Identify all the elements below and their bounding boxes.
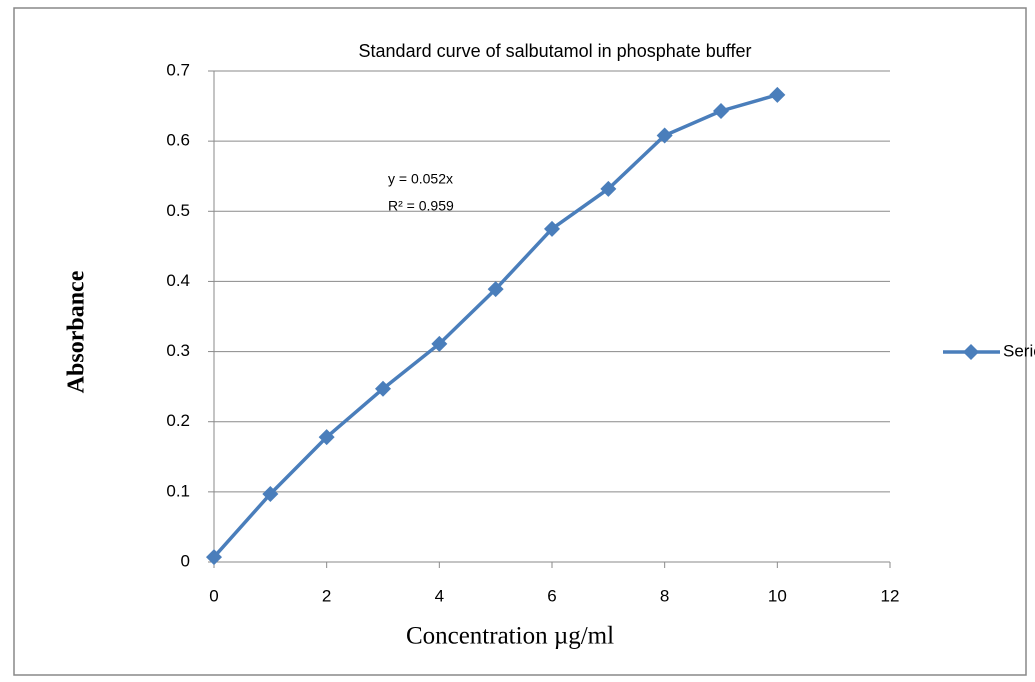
marker xyxy=(544,220,560,237)
chart-title: Standard curve of salbutamol in phosphat… xyxy=(359,41,752,61)
marker xyxy=(262,485,279,502)
x-tick-label: 4 xyxy=(435,586,444,605)
y-tick-label: 0.1 xyxy=(166,481,190,500)
y-tick-label: 0.6 xyxy=(166,131,190,150)
y-tick-label: 0.5 xyxy=(166,201,190,220)
x-axis-label: Concentration µg/ml xyxy=(406,623,614,650)
annotation: R² = 0.959 xyxy=(388,198,454,214)
marker xyxy=(375,380,391,397)
marker xyxy=(656,127,673,144)
y-tick-label: 0 xyxy=(181,551,190,570)
legend-label: Series1 xyxy=(1003,341,1035,360)
legend-marker xyxy=(963,344,979,360)
annotation-box xyxy=(378,168,490,222)
y-axis-label: Absorbance xyxy=(64,270,90,393)
y-tick-label: 0.4 xyxy=(166,271,190,290)
y-tick-label: 0.3 xyxy=(166,341,190,360)
marker xyxy=(206,549,222,566)
marker xyxy=(769,86,786,103)
marker xyxy=(318,429,335,446)
x-tick-label: 8 xyxy=(660,586,669,605)
marker xyxy=(713,102,729,119)
annotation: y = 0.052x xyxy=(388,171,453,187)
x-tick-label: 10 xyxy=(768,586,787,605)
x-tick-label: 12 xyxy=(881,586,900,605)
x-tick-label: 2 xyxy=(322,586,331,605)
marker xyxy=(431,335,448,352)
chart-frame xyxy=(13,7,1027,676)
y-tick-label: 0.7 xyxy=(166,60,190,79)
y-tick-label: 0.2 xyxy=(166,411,190,430)
x-tick-label: 0 xyxy=(209,586,218,605)
marker xyxy=(600,180,617,197)
marker xyxy=(487,281,504,298)
x-tick-label: 6 xyxy=(547,586,556,605)
